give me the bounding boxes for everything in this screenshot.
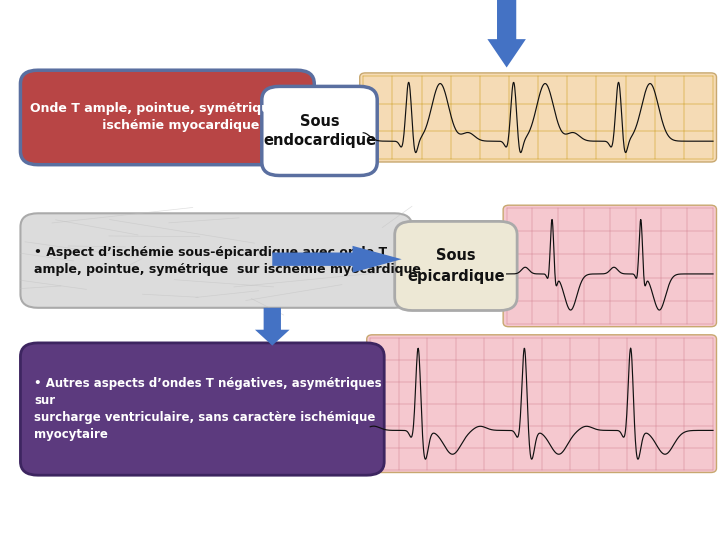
- FancyBboxPatch shape: [366, 335, 716, 472]
- Text: • Aspect d’ischémie sous-épicardique avec onde T
ample, pointue, symétrique  sur: • Aspect d’ischémie sous-épicardique ave…: [35, 246, 421, 275]
- FancyArrow shape: [255, 308, 289, 346]
- FancyBboxPatch shape: [20, 343, 384, 475]
- FancyArrow shape: [272, 246, 402, 273]
- Text: Onde T ample, pointue, symétrique sur
      ischémie myocardique: Onde T ample, pointue, symétrique sur is…: [30, 103, 305, 132]
- FancyBboxPatch shape: [20, 70, 314, 165]
- Text: Sous
endocardique: Sous endocardique: [263, 113, 376, 148]
- FancyBboxPatch shape: [395, 221, 517, 310]
- Text: • Autres aspects d’ondes T négatives, asymétriques
sur
surcharge ventriculaire, : • Autres aspects d’ondes T négatives, as…: [35, 377, 382, 441]
- FancyBboxPatch shape: [503, 205, 716, 327]
- FancyArrow shape: [487, 0, 526, 68]
- Text: Sous
épicardique: Sous épicardique: [407, 248, 505, 284]
- FancyBboxPatch shape: [262, 86, 377, 176]
- FancyBboxPatch shape: [20, 213, 412, 308]
- FancyBboxPatch shape: [360, 73, 716, 162]
